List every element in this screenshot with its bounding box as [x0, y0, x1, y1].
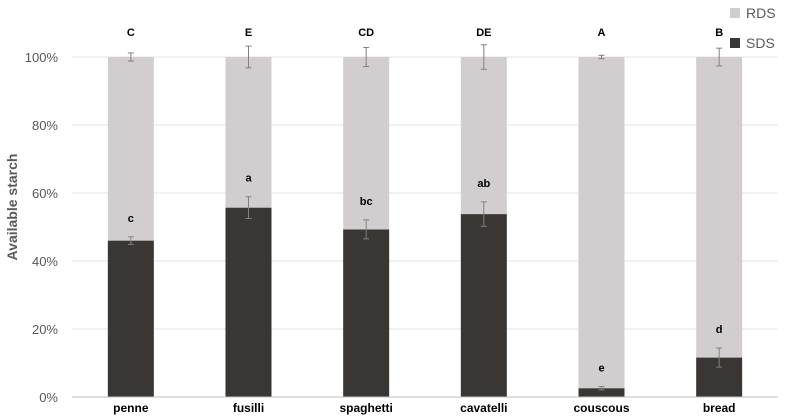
y-tick-label: 80% — [32, 118, 58, 133]
category-label: fusilli — [233, 401, 264, 415]
bar-sds-spaghetti — [343, 229, 390, 397]
legend-swatch-sds — [730, 38, 740, 48]
y-tick-label: 20% — [32, 322, 58, 337]
y-tick-label: 100% — [25, 50, 59, 65]
bar-rds-spaghetti — [343, 57, 390, 230]
category-label: spaghetti — [339, 401, 392, 415]
y-tick-label: 0% — [39, 390, 58, 405]
significance-label-sds: e — [598, 362, 604, 374]
bar-rds-fusilli — [225, 57, 272, 208]
x-axis-categories: penne fusilli spaghetti cavatelli couscous br… — [113, 401, 735, 415]
bar-rds-couscous — [578, 57, 625, 389]
bar-sds-couscous — [578, 388, 625, 397]
category-label: couscous — [573, 401, 629, 415]
gridlines — [72, 56, 778, 330]
bar-rds-bread — [696, 57, 743, 358]
legend: RDS SDS — [730, 5, 776, 51]
error-bars — [127, 44, 723, 391]
significance-label-rds: B — [715, 27, 723, 39]
significance-label-rds: A — [598, 27, 606, 39]
significance-label-rds: CD — [358, 27, 374, 39]
category-label: penne — [113, 401, 149, 415]
y-axis-ticks: 0% 20% 40% 60% 80% 100% — [25, 50, 59, 405]
bar-rds-cavatelli — [460, 57, 507, 215]
significance-label-sds: c — [128, 213, 134, 225]
significance-label-rds: C — [127, 27, 135, 39]
y-axis-label: Available starch — [4, 154, 20, 261]
legend-swatch-rds — [730, 8, 740, 18]
significance-label-sds: bc — [360, 196, 373, 208]
bar-sds-cavatelli — [460, 214, 507, 397]
significance-label-rds: E — [245, 27, 252, 39]
significance-labels: c Ca Ebc CD ab DE e Ad B — [127, 27, 723, 374]
bar-sds-penne — [107, 240, 154, 397]
significance-label-sds: a — [245, 173, 252, 185]
legend-label-sds: SDS — [746, 35, 775, 51]
bar-sds-fusilli — [225, 207, 272, 397]
significance-label-sds: ab — [477, 178, 490, 190]
bar-rds-penne — [107, 57, 154, 241]
significance-label-rds: DE — [476, 27, 491, 39]
significance-label-sds: d — [716, 324, 723, 336]
bars — [107, 57, 743, 397]
category-label: cavatelli — [460, 401, 507, 415]
y-tick-label: 60% — [32, 186, 58, 201]
legend-label-rds: RDS — [746, 5, 776, 21]
category-label: bread — [703, 401, 736, 415]
y-tick-label: 40% — [32, 254, 58, 269]
